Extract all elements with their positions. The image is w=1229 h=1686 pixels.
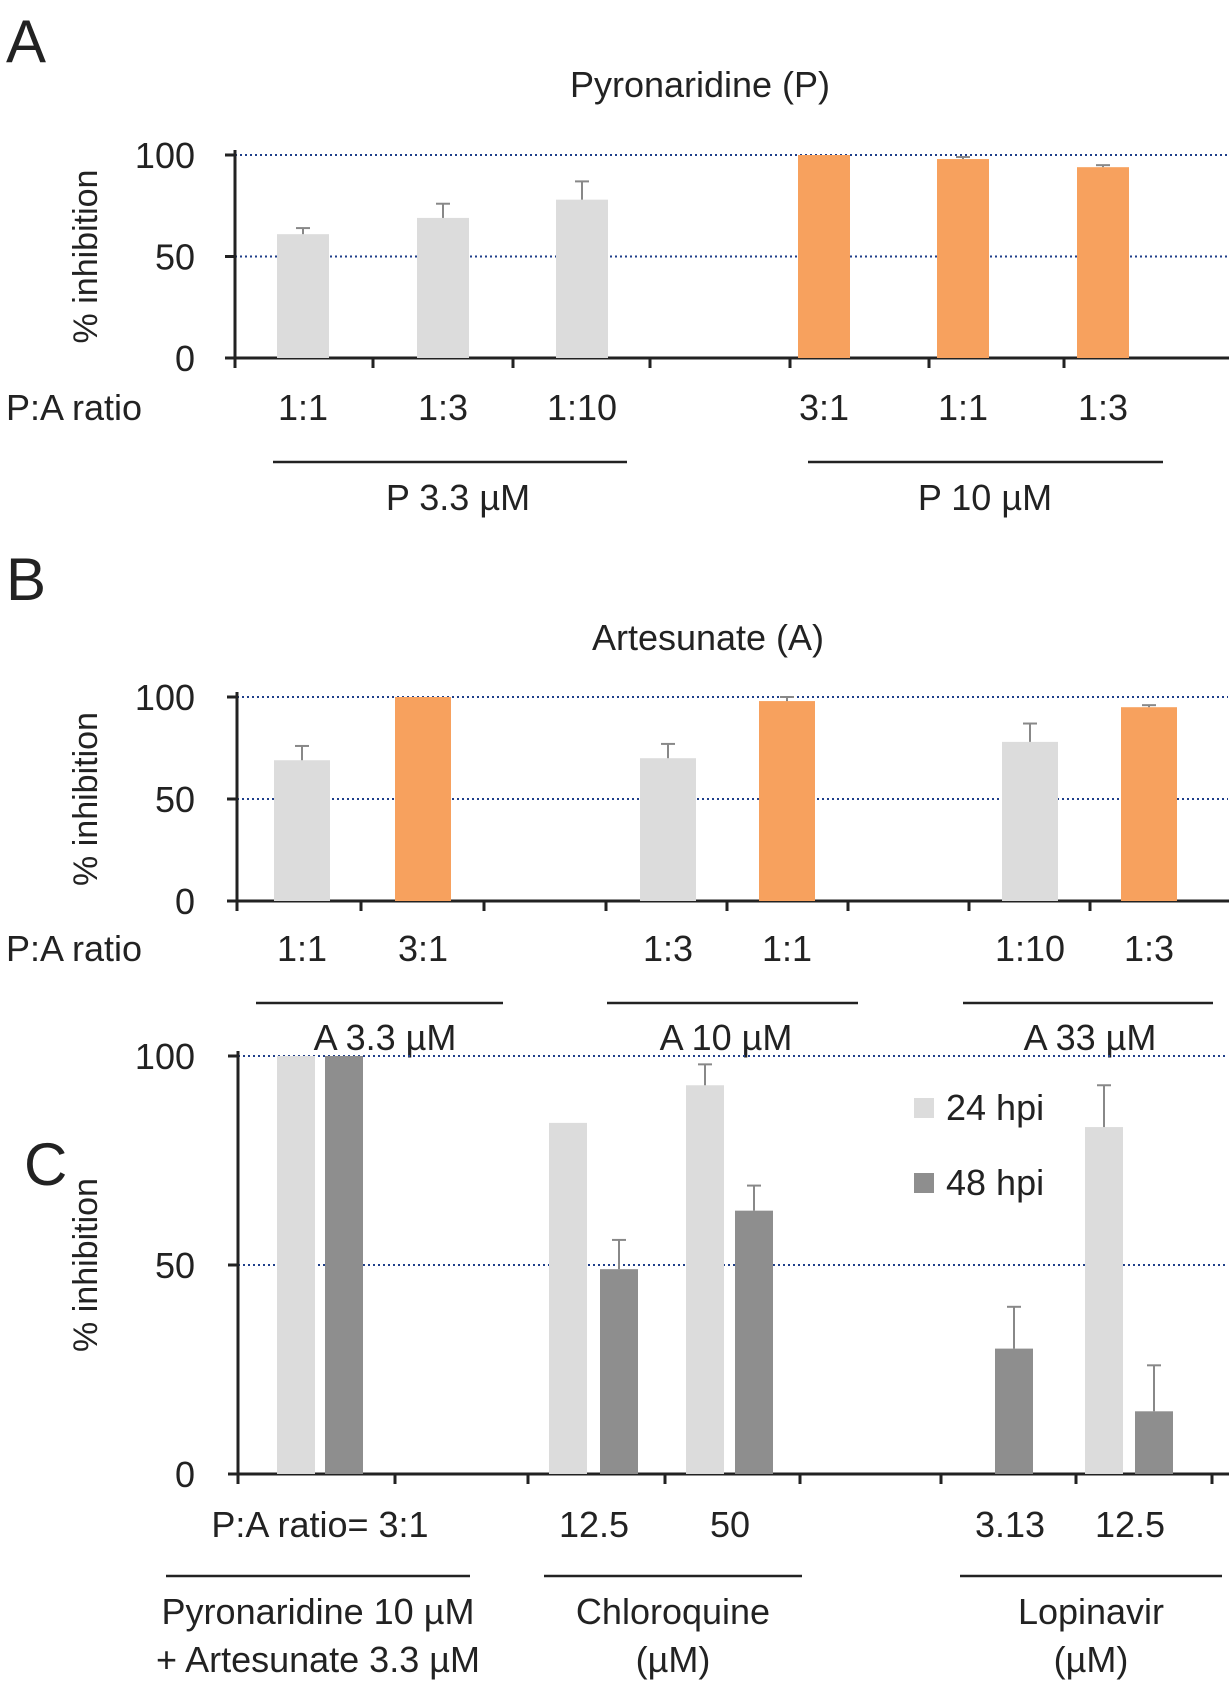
group-label: A 3.3 µM: [314, 1017, 457, 1058]
group-label: Chloroquine: [576, 1591, 770, 1632]
category-label: 1:3: [1078, 387, 1128, 428]
category-label: 12.5: [1095, 1504, 1165, 1545]
bar-24-hpi: [1085, 1127, 1123, 1474]
bar-24-hpi: [277, 1056, 315, 1474]
chart-title: Pyronaridine (P): [570, 64, 830, 105]
bar-48-hpi: [325, 1056, 363, 1474]
legend-swatch: [914, 1098, 934, 1118]
panel-letter: B: [6, 546, 46, 613]
category-label: 50: [710, 1504, 750, 1545]
bar: [277, 234, 329, 358]
group-label: + Artesunate 3.3 µM: [156, 1639, 480, 1680]
chart-title: Artesunate (A): [592, 617, 824, 658]
group-label: P 10 µM: [918, 477, 1052, 518]
bar: [937, 159, 989, 358]
bar-48-hpi: [735, 1210, 773, 1474]
bar-24-hpi: [686, 1085, 724, 1474]
group-label: A 33 µM: [1024, 1017, 1157, 1058]
category-label: 1:1: [938, 387, 988, 428]
bar-48-hpi: [600, 1269, 638, 1474]
legend-label: 24 hpi: [946, 1087, 1044, 1128]
y-tick-label: 50: [155, 237, 195, 278]
bar: [1002, 741, 1058, 901]
bar: [798, 155, 850, 358]
bar: [1121, 707, 1177, 901]
bar: [556, 199, 608, 358]
y-tick-label: 50: [155, 779, 195, 820]
category-label: 3:1: [799, 387, 849, 428]
category-label: 1:10: [995, 928, 1065, 969]
category-label: 1:3: [643, 928, 693, 969]
y-tick-label: 0: [175, 338, 195, 379]
group-label: A 10 µM: [660, 1017, 793, 1058]
ratio-row-label: P:A ratio: [6, 928, 142, 969]
ratio-row-label: P:A ratio: [6, 387, 142, 428]
bar: [274, 760, 330, 901]
category-label: P:A ratio= 3:1: [211, 1504, 428, 1545]
group-label: Lopinavir: [1018, 1591, 1164, 1632]
y-tick-label: 100: [135, 135, 195, 176]
category-label: 12.5: [559, 1504, 629, 1545]
category-label: 1:1: [277, 928, 327, 969]
bar: [417, 217, 469, 358]
y-axis-label: % inhibition: [67, 170, 105, 344]
bar: [395, 697, 451, 901]
group-label: P 3.3 µM: [386, 477, 530, 518]
y-tick-label: 0: [175, 881, 195, 922]
y-axis-label: % inhibition: [67, 1178, 105, 1352]
legend-swatch: [914, 1173, 934, 1193]
group-label: Pyronaridine 10 µM: [162, 1591, 475, 1632]
category-label: 1:3: [1124, 928, 1174, 969]
group-label: (µM): [636, 1639, 711, 1680]
bar: [640, 758, 696, 901]
panel-letter: A: [6, 8, 46, 75]
y-tick-label: 50: [155, 1245, 195, 1286]
category-label: 1:1: [278, 387, 328, 428]
category-label: 1:10: [547, 387, 617, 428]
category-label: 3:1: [398, 928, 448, 969]
y-tick-label: 0: [175, 1454, 195, 1495]
y-tick-label: 100: [135, 1036, 195, 1077]
bar-24-hpi: [549, 1122, 587, 1474]
group-label: (µM): [1054, 1639, 1129, 1680]
bar: [1077, 167, 1129, 358]
category-label: 1:3: [418, 387, 468, 428]
bar-48-hpi: [1135, 1411, 1173, 1474]
panel-letter: C: [24, 1131, 67, 1198]
legend-label: 48 hpi: [946, 1162, 1044, 1203]
y-axis-label: % inhibition: [67, 712, 105, 886]
category-label: 3.13: [975, 1504, 1045, 1545]
category-label: 1:1: [762, 928, 812, 969]
bar-48-hpi: [995, 1348, 1033, 1474]
y-tick-label: 100: [135, 677, 195, 718]
bar: [759, 701, 815, 901]
